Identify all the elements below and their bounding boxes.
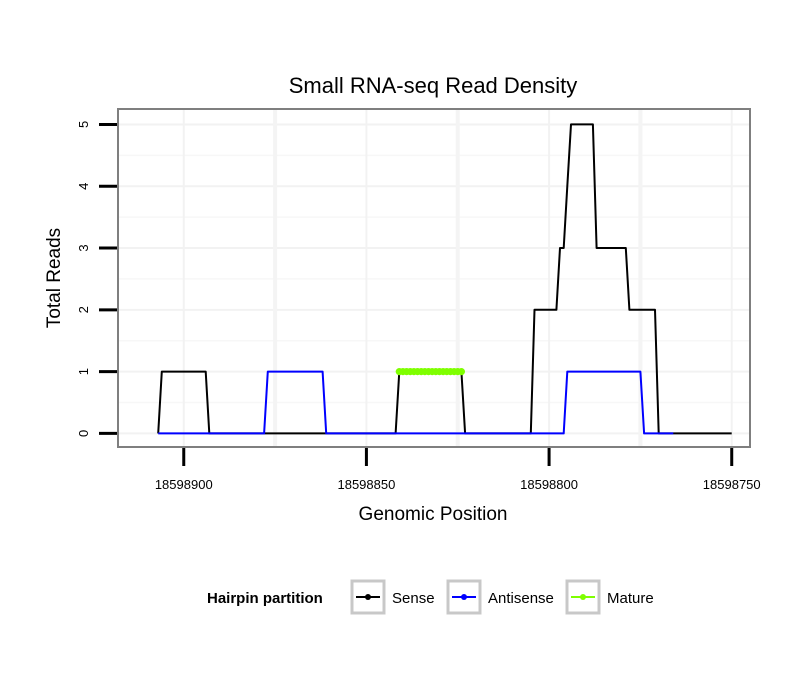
- legend-title: Hairpin partition: [207, 590, 323, 607]
- x-tick-label-1: 18598850: [337, 477, 395, 492]
- series-mature: [395, 368, 465, 376]
- series-layer: [157, 123, 732, 435]
- x-tick-label-2: 18598800: [520, 477, 578, 492]
- y-axis-title: Total Reads: [44, 228, 65, 328]
- y-tick-label-5: 5: [76, 121, 91, 128]
- series-line-antisense: [158, 370, 674, 435]
- y-tick-label-4: 4: [76, 183, 91, 190]
- legend-label-sense: Sense: [392, 590, 435, 607]
- y-tick-label-1: 1: [76, 368, 91, 375]
- y-axis: 0 1 2 3 4 5: [76, 121, 117, 437]
- y-tick-label-2: 2: [76, 306, 91, 313]
- plot-panel: [117, 108, 751, 448]
- x-axis: 18598900 18598850 18598800 18598750: [155, 448, 761, 492]
- legend-label-antisense: Antisense: [488, 590, 554, 607]
- x-tick-label-0: 18598900: [155, 477, 213, 492]
- x-axis-title: Genomic Position: [359, 504, 508, 525]
- chart-title: Small RNA-seq Read Density: [289, 73, 578, 98]
- y-tick-label-3: 3: [76, 244, 91, 251]
- legend-key-dot-antisense: [461, 594, 467, 600]
- legend-label-mature: Mature: [607, 590, 654, 607]
- series-point-mature: [457, 368, 465, 376]
- panel-background: [118, 109, 750, 447]
- y-tick-label-0: 0: [76, 430, 91, 437]
- legend-key-dot-mature: [580, 594, 586, 600]
- x-tick-label-3: 18598750: [703, 477, 761, 492]
- legend-key-sense: Sense: [350, 579, 435, 615]
- legend-key-dot-sense: [365, 594, 371, 600]
- legend-key-antisense: Antisense: [446, 579, 554, 615]
- legend: Hairpin partition Sense Antisense Mature: [207, 579, 654, 615]
- panel-border: [117, 108, 751, 448]
- legend-key-mature: Mature: [565, 579, 654, 615]
